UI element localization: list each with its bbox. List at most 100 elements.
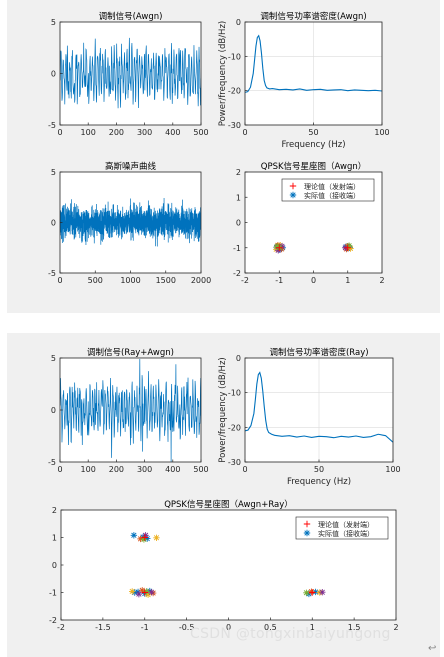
data-point-0-0 <box>130 532 138 539</box>
chart-p7: -2 -1.5 -1 -0.5 0 0.5 1 1.5 2 -2 -1 0 1 2 QPSK信号星座图（Aw… <box>49 499 399 632</box>
x-tick-label-6: 1 <box>310 623 315 632</box>
x-tick-label-3: 300 <box>137 128 152 137</box>
chart-title: 调制信号功率谱密度(Awgn) <box>260 11 366 22</box>
data-point-5-1 <box>141 589 148 596</box>
watermark: CSDN @tongxinbaiyungong <box>190 626 391 642</box>
data-point-2-1 <box>144 591 152 598</box>
x-tick-label-4: 400 <box>165 128 180 137</box>
data-point-1-0 <box>137 535 144 543</box>
x-tick-label-8: 2 <box>393 623 398 632</box>
legend-marker-1 <box>303 529 311 537</box>
x-tick-label-0: -2 <box>57 623 65 632</box>
x-tick-label-1: -1 <box>275 276 283 285</box>
data-point-2-2 <box>128 588 136 595</box>
y-tick-label-0: -2 <box>233 269 241 278</box>
y-tick-label-3: 1 <box>52 534 57 543</box>
x-tick-label-2: 200 <box>109 465 124 474</box>
x-tick-label-3: 300 <box>137 465 152 474</box>
data-point-0-7 <box>305 590 313 598</box>
x-tick-label-1: 500 <box>88 276 103 285</box>
y-tick-label-1: 0 <box>51 406 56 415</box>
chart-title: 调制信号(Ray+Awgn) <box>87 347 174 358</box>
data-point-2-0 <box>272 246 280 253</box>
data-point-2-0 <box>153 534 160 541</box>
x-tick-label-1: 100 <box>81 465 96 474</box>
data-point-5-1 <box>344 244 351 251</box>
x-tick-label-3: -0.5 <box>179 623 195 632</box>
x-tick-label-1: 100 <box>81 128 96 137</box>
y-tick-label-3: 1 <box>236 193 241 202</box>
chart-title: QPSK信号星座图（Awgn+Ray） <box>164 499 293 510</box>
y-tick-label-3: 0 <box>236 354 241 363</box>
y-tick-label-4: 2 <box>52 506 57 515</box>
y-tick-label-2: -10 <box>228 389 241 398</box>
data-point-0-3 <box>134 588 142 596</box>
x-tick-label-0: 0 <box>57 276 62 285</box>
y-axis-label: Power/frequency (dB/Hz) <box>218 357 228 462</box>
data-point-1-2 <box>149 589 157 597</box>
x-tick-label-4: 0 <box>226 623 231 632</box>
data-point-3-0 <box>278 243 286 250</box>
y-tick-label-1: 0 <box>51 219 56 228</box>
series-line <box>245 371 393 443</box>
x-tick-label-3: 1500 <box>156 276 176 285</box>
chart-p4: -2 -1 0 1 2 -2 -1 0 1 2 QPSK信号星座图（Awgn） 理论值（发射端）实际值… <box>233 161 385 285</box>
data-point-3-2 <box>148 589 155 596</box>
x-tick-label-0: 0 <box>242 128 247 137</box>
x-tick-label-7: 1.5 <box>348 623 361 632</box>
series-line <box>60 359 201 462</box>
data-point-4-2 <box>303 589 310 596</box>
x-tick-label-2: 100 <box>374 128 389 137</box>
legend-label-0: 理论值（发射端） <box>318 520 374 529</box>
y-tick-label-2: 5 <box>51 18 56 27</box>
x-tick-label-0: 0 <box>242 465 247 474</box>
data-point-4-2 <box>345 242 353 249</box>
x-tick-label-5: 500 <box>193 465 208 474</box>
series-line <box>60 37 201 109</box>
y-tick-label-2: 0 <box>236 219 241 228</box>
x-tick-label-4: 400 <box>165 465 180 474</box>
x-tick-label-2: 100 <box>385 465 400 474</box>
legend-label-1: 实际值（接收端） <box>318 529 374 538</box>
y-tick-label-2: 5 <box>51 354 56 363</box>
y-tick-label-0: -2 <box>49 616 57 625</box>
series-line <box>60 197 201 247</box>
x-tick-label-0: -2 <box>241 276 249 285</box>
y-tick-label-0: -5 <box>48 458 56 467</box>
x-tick-label-1: 50 <box>314 465 324 474</box>
x-tick-label-3: 1 <box>345 276 350 285</box>
data-point-4-1 <box>143 588 150 595</box>
y-tick-label-1: 0 <box>51 70 56 79</box>
x-tick-label-2: -1 <box>141 623 149 632</box>
y-tick-label-4: 2 <box>236 168 241 177</box>
data-point-3-3 <box>319 589 326 596</box>
data-point-5-0 <box>141 534 148 541</box>
data-point-1-1 <box>139 587 146 594</box>
x-tick-label-1: 50 <box>308 128 318 137</box>
y-tick-label-1: -20 <box>228 87 241 96</box>
plot-area <box>60 22 201 125</box>
x-tick-label-2: 0 <box>311 276 316 285</box>
legend-box <box>281 178 375 202</box>
legend-label-0: 理论值（发射端） <box>304 182 360 191</box>
corner-return-icon: ↩ <box>428 643 437 654</box>
x-tick-label-4: 2 <box>379 276 384 285</box>
y-tick-label-3: 0 <box>236 18 241 27</box>
y-tick-label-1: -1 <box>233 244 241 253</box>
chart-title: 调制信号(Awgn) <box>99 11 163 22</box>
y-tick-label-2: 5 <box>51 168 56 177</box>
chart-p2: 0 50 100 -30 -20 -10 0 调制信号功率谱密度(Awgn) Frequency… <box>218 11 390 150</box>
y-tick-label-0: -5 <box>48 269 56 278</box>
data-point-0-6 <box>131 589 138 596</box>
chart-p6: 0 50 100 -30 -20 -10 0 调制信号功率谱密度(Ray) Frequency … <box>218 347 401 487</box>
x-tick-label-5: 500 <box>193 128 208 137</box>
data-point-4-0 <box>140 536 148 543</box>
y-tick-label-1: -20 <box>228 423 241 432</box>
chart-title: QPSK信号星座图（Awgn） <box>261 161 367 172</box>
data-point-3-1 <box>275 247 282 254</box>
y-tick-label-2: 0 <box>52 561 57 570</box>
data-point-5-2 <box>309 589 316 596</box>
legend-label-1: 实际值（接收端） <box>304 191 360 200</box>
x-axis-label: Frequency (Hz) <box>287 477 351 487</box>
